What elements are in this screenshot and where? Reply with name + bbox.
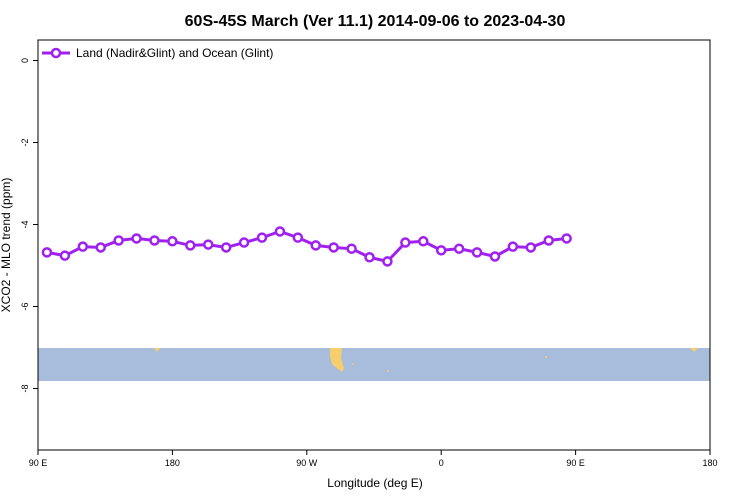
point: [400, 237, 411, 248]
point: [292, 232, 304, 243]
point: [364, 252, 375, 263]
ocean: [38, 348, 710, 381]
y-tick-label: -4: [20, 220, 30, 228]
x-tick-label: 90 E: [29, 458, 48, 468]
point: [149, 235, 160, 246]
point: [131, 233, 142, 244]
land: [690, 348, 698, 352]
map-strip: [38, 348, 710, 381]
y-tick-label: -6: [20, 302, 30, 310]
x-tick-label: 90 W: [296, 458, 318, 468]
point: [471, 247, 483, 258]
point: [274, 226, 286, 237]
x-axis-label: Longitude (deg E): [327, 476, 422, 490]
point: [41, 247, 53, 258]
point: [328, 242, 339, 253]
land: [387, 370, 389, 372]
x-tick-label: 90 E: [566, 458, 585, 468]
point: [113, 235, 124, 246]
point: [507, 241, 519, 252]
land: [352, 363, 354, 365]
point: [382, 256, 393, 267]
point: [202, 239, 214, 250]
point: [489, 251, 501, 262]
point: [220, 242, 232, 253]
point: [418, 236, 429, 247]
point: [435, 245, 447, 256]
point: [59, 250, 71, 261]
point: [453, 243, 465, 254]
series-line: [46, 229, 567, 264]
land: [330, 348, 344, 372]
point: [238, 237, 250, 248]
x-tick-label: 180: [702, 458, 717, 468]
y-axis-label: XCO2 - MLO trend (ppm): [0, 178, 13, 313]
legend-marker: [50, 47, 62, 59]
point: [185, 240, 196, 251]
point: [525, 242, 537, 253]
point: [167, 236, 178, 247]
point: [77, 241, 89, 252]
plot-frame: [37, 39, 711, 451]
x-tick-label: 0: [439, 458, 444, 468]
point: [543, 235, 554, 246]
legend-label: Land (Nadir&Glint) and Ocean (Glint): [76, 46, 273, 60]
y-tick-label: -8: [20, 384, 30, 392]
chart-title: 60S-45S March (Ver 11.1) 2014-09-06 to 2…: [185, 13, 566, 30]
x-tick-label: 180: [165, 458, 180, 468]
land: [545, 356, 547, 358]
point: [561, 233, 572, 244]
point: [310, 240, 322, 251]
y-tick-label: 0: [20, 58, 30, 63]
point: [256, 232, 268, 243]
point: [95, 242, 106, 253]
y-tick-label: -2: [20, 138, 30, 146]
land: [154, 348, 160, 352]
point: [346, 243, 357, 254]
